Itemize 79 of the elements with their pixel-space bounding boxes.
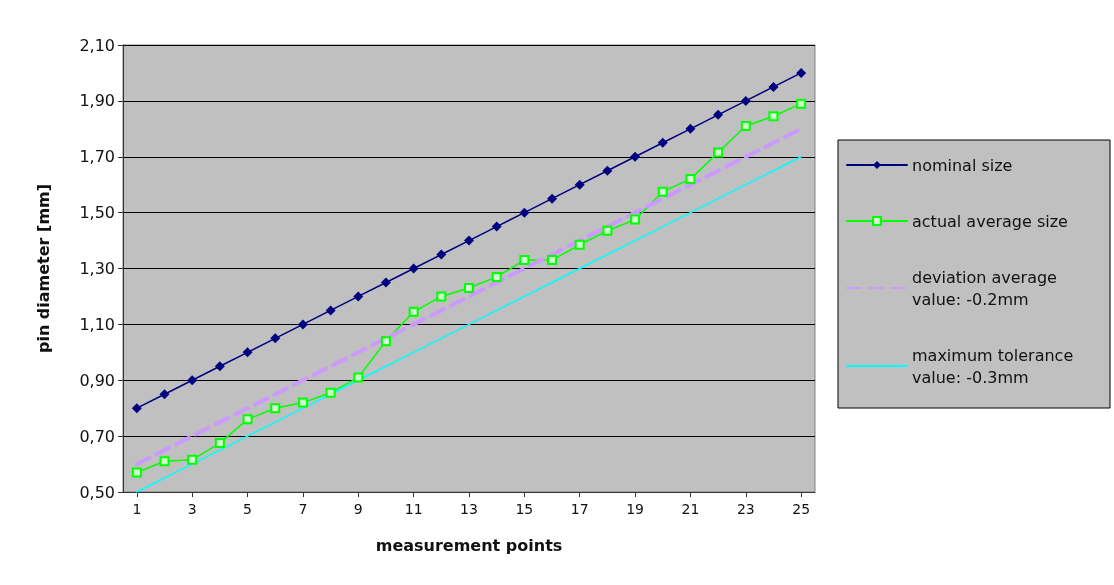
legend-label: deviation average value: -0.2mm [912,267,1063,309]
x-tick-label: 25 [792,501,811,517]
point [685,174,696,185]
point [602,165,613,176]
y-tick-label: 1,50 [79,203,115,223]
point [657,137,668,148]
point [768,111,779,122]
point [353,291,364,302]
x-axis-title: measurement points [375,535,563,555]
point [408,263,419,274]
point [187,375,198,386]
point [131,467,142,478]
point [796,67,807,78]
x-tick-label: 17 [570,501,589,517]
x-tick-label: 5 [243,501,253,517]
y-tick-label: 1,90 [79,91,115,111]
point [187,454,198,465]
line-series [136,156,802,493]
point [214,438,225,449]
point [297,397,308,408]
x-tick-label: 23 [736,501,755,517]
point [242,347,253,358]
point [297,319,308,330]
legend-label: nominal size [912,155,1013,175]
point [214,361,225,372]
point [630,151,641,162]
point [436,291,447,302]
point [740,95,751,106]
x-tick-label: 19 [626,501,644,517]
y-tick-label: 0,90 [79,370,115,390]
point [325,387,336,398]
y-tick-label: 1,10 [79,314,115,334]
point [408,306,419,317]
point [547,193,558,204]
legend-label: actual average size [912,211,1068,231]
point [630,214,641,225]
point [796,98,807,109]
x-tick-label: 7 [298,501,308,517]
point [768,81,779,92]
point [740,121,751,132]
x-tick-label: 15 [515,501,534,517]
point [325,305,336,316]
point [353,372,364,383]
y-axis-title: pin diameter [mm] [33,183,53,354]
point [270,403,281,414]
legend-label: maximum tolerance value: -0.3mm [912,345,1079,387]
point [713,109,724,120]
y-tick-label: 2,10 [79,35,115,55]
point [242,414,253,425]
point [464,235,474,246]
y-tick-label: 0,70 [79,426,115,446]
point [602,225,613,236]
x-tick-label: 13 [460,501,478,517]
x-tick-label: 3 [187,501,197,517]
point [657,186,668,197]
point [491,271,502,282]
point [685,123,696,134]
point [131,403,142,414]
point [713,147,724,158]
x-tick-label: 9 [353,501,363,517]
point [574,239,585,250]
point [380,336,391,347]
x-tick-label: 11 [404,501,423,517]
point [159,389,170,400]
point [519,207,530,218]
point [436,249,447,260]
point [547,255,558,266]
point [464,283,474,294]
point [574,179,585,190]
point [519,255,530,266]
point [491,221,502,232]
y-tick-label: 1,30 [79,259,115,278]
x-tick-label: 21 [681,501,700,517]
point [380,277,391,288]
y-tick-label: 1,70 [79,147,115,167]
x-tick-label: 1 [132,501,142,517]
point [270,333,281,344]
point [159,456,170,467]
y-tick-label: 0,50 [79,482,115,502]
